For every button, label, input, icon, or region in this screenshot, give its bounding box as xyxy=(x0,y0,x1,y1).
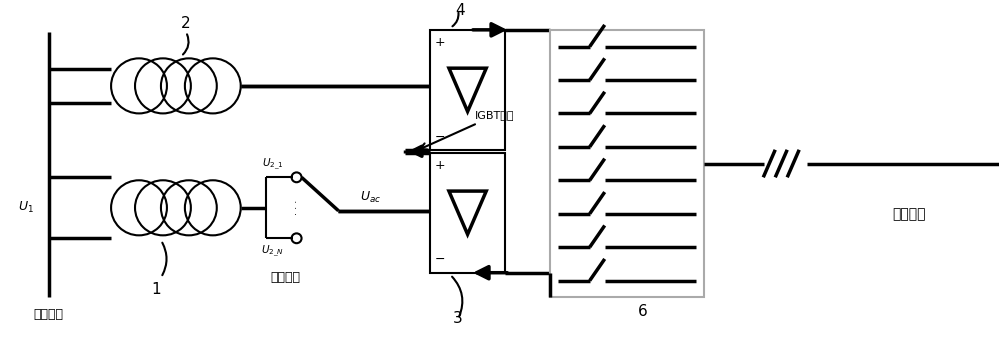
Text: · · ·: · · · xyxy=(292,200,302,215)
Text: $U_1$: $U_1$ xyxy=(18,200,34,215)
Text: 2: 2 xyxy=(181,17,191,31)
Text: $U_{ac}$: $U_{ac}$ xyxy=(360,189,381,204)
Bar xyxy=(430,153,505,273)
Text: +: + xyxy=(435,159,445,172)
Text: 3: 3 xyxy=(453,311,463,327)
Bar xyxy=(430,30,505,150)
Text: 交流电网: 交流电网 xyxy=(33,309,63,321)
Text: IGBT短路: IGBT短路 xyxy=(420,111,515,149)
Bar xyxy=(550,30,704,297)
Text: 副边抽头: 副边抽头 xyxy=(271,271,301,284)
Text: +: + xyxy=(435,36,445,49)
Text: 6: 6 xyxy=(638,304,647,318)
Text: 4: 4 xyxy=(455,3,465,18)
Text: $U_{2\_1}$: $U_{2\_1}$ xyxy=(262,157,284,172)
Text: $U_{2\_N}$: $U_{2\_N}$ xyxy=(261,243,284,259)
Text: −: − xyxy=(435,254,445,266)
Text: 覆冰线路: 覆冰线路 xyxy=(892,207,926,221)
Text: −: − xyxy=(435,130,445,144)
Text: 1: 1 xyxy=(151,282,161,297)
